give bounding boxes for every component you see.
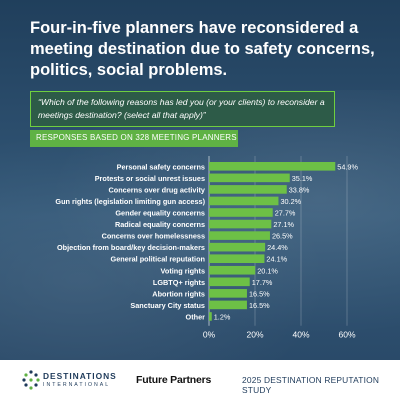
category-label: Radical equality concerns xyxy=(115,220,205,229)
category-label: Personal safety concerns xyxy=(117,162,205,171)
bar xyxy=(209,277,250,287)
destinations-international-subtext: INTERNATIONAL xyxy=(43,382,111,388)
category-label: Concerns over drug activity xyxy=(108,185,205,194)
value-label: 1.2% xyxy=(214,312,231,321)
bar xyxy=(209,208,273,217)
category-label: General political reputation xyxy=(111,255,205,264)
bar xyxy=(209,242,266,252)
value-label: 54.9% xyxy=(337,162,358,171)
responses-label: RESPONSES BASED ON 328 MEETING PLANNERS xyxy=(36,133,237,142)
question-text: “Which of the following reasons has led … xyxy=(38,97,325,120)
bar xyxy=(209,265,256,275)
category-label: Gender equality concerns xyxy=(115,209,205,218)
category-label: Other xyxy=(186,312,206,321)
x-tick-label: 40% xyxy=(292,330,309,340)
value-label: 33.8% xyxy=(289,185,310,194)
bar xyxy=(209,300,247,310)
infographic-card: Four-in-five planners have reconsidered … xyxy=(0,0,400,360)
destinations-international-logo-icon xyxy=(22,370,40,390)
bar xyxy=(209,231,270,240)
bar xyxy=(209,173,290,183)
value-label: 17.7% xyxy=(252,278,273,287)
bar-chart: 0% 20% 40% 60% Personal safety concerns 54.9%… xyxy=(55,156,358,340)
category-label: Gun rights (legislation limiting gun acc… xyxy=(55,197,205,206)
value-label: 16.5% xyxy=(249,289,270,298)
study-title: 2025 DESTINATION REPUTATION STUDY xyxy=(242,375,380,395)
category-label: LGBTQ+ rights xyxy=(153,278,205,287)
category-label: Sanctuary City status xyxy=(130,301,205,310)
bar xyxy=(209,289,247,298)
x-tick-label: 60% xyxy=(338,330,355,340)
value-label: 24.1% xyxy=(266,255,287,264)
bar xyxy=(209,196,279,206)
x-tick-label: 20% xyxy=(246,330,263,340)
value-label: 35.1% xyxy=(292,174,313,183)
category-label: Voting rights xyxy=(161,266,205,275)
bar xyxy=(209,254,265,263)
category-label: Objection from board/key decision-makers xyxy=(57,243,205,252)
headline: Four-in-five planners have reconsidered … xyxy=(30,19,375,79)
value-label: 30.2% xyxy=(280,197,301,206)
value-label: 24.4% xyxy=(267,243,288,252)
x-tick-label: 0% xyxy=(203,330,216,340)
category-label: Abortion rights xyxy=(152,289,205,298)
value-label: 26.5% xyxy=(272,232,293,241)
destinations-international-wordmark: DESTINATIONS xyxy=(43,371,117,381)
bar xyxy=(209,185,287,194)
value-label: 20.1% xyxy=(257,266,278,275)
bar xyxy=(209,219,272,229)
value-label: 27.7% xyxy=(275,209,296,218)
category-label: Concerns over homelessness xyxy=(102,232,205,241)
question-box: “Which of the following reasons has led … xyxy=(30,91,335,127)
responses-badge: RESPONSES BASED ON 328 MEETING PLANNERS xyxy=(30,130,238,147)
value-label: 27.1% xyxy=(273,220,294,229)
value-label: 16.5% xyxy=(249,301,270,310)
category-label: Protests or social unrest issues xyxy=(95,174,205,183)
bar xyxy=(209,312,212,321)
footer: DESTINATIONS INTERNATIONAL Future Partne… xyxy=(0,360,400,400)
future-partners-logo: Future Partners xyxy=(136,374,212,386)
bar xyxy=(209,162,336,171)
